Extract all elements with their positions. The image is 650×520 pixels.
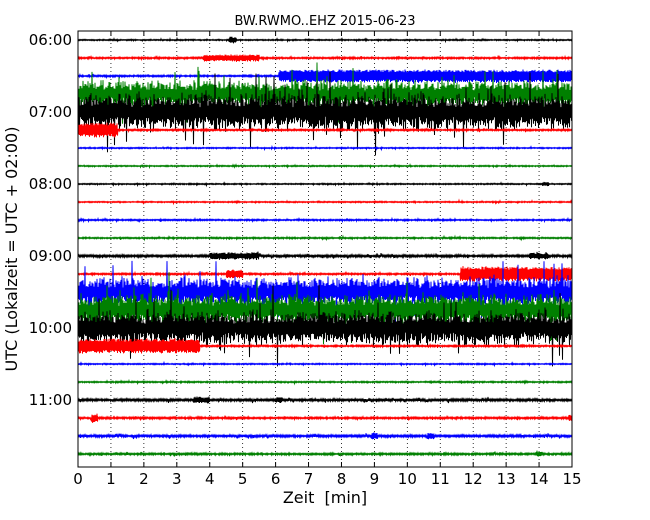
x-tick-label-7: 7 <box>304 470 314 488</box>
x-tick-label-4: 4 <box>205 470 215 488</box>
trace-0700 <box>77 71 573 156</box>
x-tick-label-0: 0 <box>73 470 83 488</box>
trace-1115 <box>77 413 573 423</box>
trace-0600 <box>77 36 573 44</box>
trace-0830 <box>77 216 573 224</box>
trace-0800 <box>77 181 573 188</box>
trace-1045 <box>77 378 573 386</box>
trace-0645 <box>77 62 573 124</box>
x-tick-label-14: 14 <box>530 470 549 488</box>
x-tick-label-2: 2 <box>139 470 149 488</box>
x-axis: 0 1 2 3 4 5 6 7 8 9 10 11 12 13 14 15 <box>73 31 582 488</box>
x-tick-label-1: 1 <box>106 470 116 488</box>
traces-group <box>77 36 573 458</box>
x-tick-label-11: 11 <box>431 470 450 488</box>
trace-0730 <box>77 144 573 152</box>
trace-0745 <box>77 163 573 170</box>
trace-1100 <box>77 396 573 404</box>
trace-0630 <box>77 69 573 84</box>
trace-0845 <box>77 234 573 242</box>
trace-0815 <box>77 198 573 206</box>
y-axis-label: UTC (Lokalzeit = UTC + 02:00) <box>2 127 21 372</box>
y-tick-label-1100: 11:00 <box>29 391 72 409</box>
trace-0715 <box>77 122 573 138</box>
x-tick-label-6: 6 <box>271 470 281 488</box>
y-tick-label-1000: 10:00 <box>29 319 72 337</box>
trace-1015 <box>77 337 573 354</box>
y-axis: 06:00 07:00 08:00 09:00 10:00 11:00 <box>29 31 572 409</box>
trace-0930 <box>77 260 573 327</box>
y-tick-label-0600: 06:00 <box>29 31 72 49</box>
x-tick-label-9: 9 <box>370 470 380 488</box>
x-tick-label-13: 13 <box>497 470 516 488</box>
y-tick-label-0700: 07:00 <box>29 103 72 121</box>
x-tick-label-5: 5 <box>238 470 248 488</box>
x-tick-label-12: 12 <box>464 470 483 488</box>
x-axis-label: Zeit [min] <box>283 488 367 507</box>
y-tick-label-0800: 08:00 <box>29 175 72 193</box>
y-tick-label-0900: 09:00 <box>29 247 72 265</box>
trace-1130 <box>77 432 573 440</box>
trace-1000 <box>77 284 573 367</box>
x-tick-label-10: 10 <box>398 470 417 488</box>
x-tick-label-15: 15 <box>562 470 581 488</box>
chart-title: BW.RWMO..EHZ 2015-06-23 <box>234 14 415 29</box>
trace-1030 <box>77 360 573 368</box>
trace-0615 <box>77 54 573 62</box>
x-tick-label-8: 8 <box>337 470 347 488</box>
x-tick-label-3: 3 <box>172 470 182 488</box>
plot-frame <box>77 30 573 468</box>
trace-0915 <box>77 266 573 282</box>
trace-1145 <box>77 450 573 458</box>
trace-0945 <box>77 272 573 345</box>
trace-0900 <box>77 251 573 261</box>
